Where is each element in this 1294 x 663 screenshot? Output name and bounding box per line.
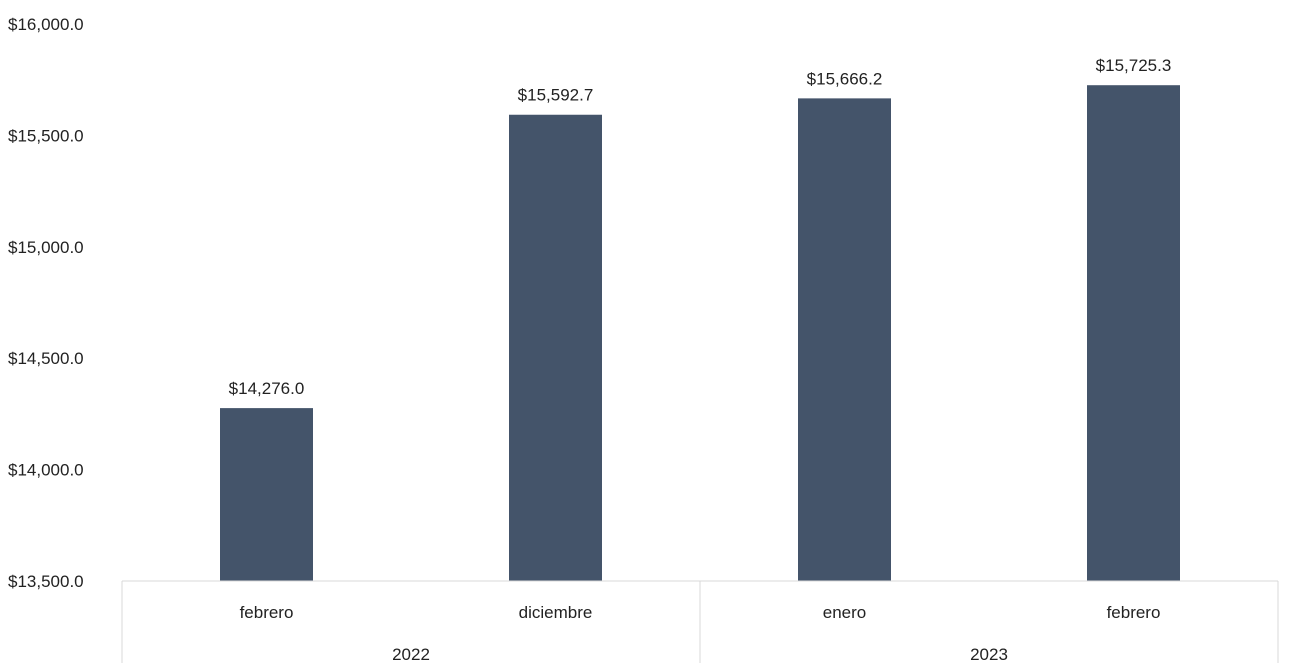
bar bbox=[509, 114, 602, 582]
data-label: $15,666.2 bbox=[807, 69, 883, 88]
x-category-label: diciembre bbox=[519, 603, 593, 622]
bar bbox=[1087, 85, 1180, 582]
data-label: $15,725.3 bbox=[1096, 56, 1172, 75]
data-labels: $14,276.0 $15,592.7 $15,666.2 $15,725.3 bbox=[229, 56, 1172, 398]
y-tick-label: $14,500.0 bbox=[8, 349, 84, 368]
y-tick-label: $14,000.0 bbox=[8, 461, 84, 480]
y-tick-label: $15,000.0 bbox=[8, 238, 84, 257]
x-category-label: febrero bbox=[240, 603, 294, 622]
y-axis: $13,500.0 $14,000.0 $14,500.0 $15,000.0 $15,… bbox=[8, 15, 84, 591]
x-category-label: febrero bbox=[1107, 603, 1161, 622]
bar bbox=[798, 98, 891, 582]
y-tick-label: $15,500.0 bbox=[8, 126, 84, 145]
data-label: $15,592.7 bbox=[518, 86, 594, 105]
y-tick-label: $16,000.0 bbox=[8, 15, 84, 34]
y-tick-label: $13,500.0 bbox=[8, 572, 84, 591]
x-group-label: 2022 bbox=[392, 645, 430, 663]
x-axis: febrero diciembre enero febrero 2022 2023 bbox=[121, 580, 1279, 663]
bar bbox=[220, 408, 313, 581]
data-label: $14,276.0 bbox=[229, 379, 305, 398]
bars bbox=[220, 85, 1180, 582]
x-category-label: enero bbox=[823, 603, 866, 622]
x-group-label: 2023 bbox=[970, 645, 1008, 663]
